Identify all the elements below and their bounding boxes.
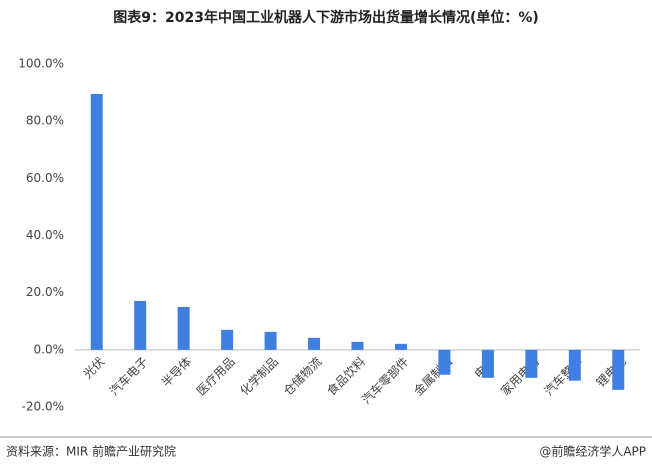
- credit: @前瞻经济学人APP: [539, 444, 646, 459]
- bar: [394, 343, 407, 350]
- x-tick-label: 汽车零部件: [359, 354, 412, 407]
- bar: [221, 329, 234, 350]
- bar: [90, 94, 103, 350]
- x-tick-label: 仓储物流: [280, 354, 325, 399]
- y-tick-label: -20.0%: [22, 400, 64, 414]
- chart-title: 图表9：2023年中国工业机器人下游市场出货量增长情况(单位：%): [113, 9, 539, 26]
- source: 资料来源：MIR 前瞻产业研究院: [6, 444, 176, 459]
- y-tick-label: 20.0%: [26, 285, 64, 299]
- bar: [438, 349, 451, 375]
- y-tick-label: 80.0%: [26, 114, 64, 128]
- y-tick-label: 60.0%: [26, 171, 64, 185]
- x-tick-label: 半导体: [159, 355, 194, 390]
- x-tick-label: 光伏: [80, 355, 107, 382]
- bar: [568, 349, 581, 381]
- bar: [612, 349, 625, 390]
- y-tick-label: 0.0%: [34, 342, 65, 356]
- x-tick-label: 化学制品: [237, 354, 282, 399]
- x-tick-label: 医疗用品: [194, 355, 238, 399]
- x-tick-label: 食品饮料: [324, 354, 369, 399]
- bar: [177, 306, 190, 350]
- bar: [351, 341, 364, 350]
- y-tick-label: 40.0%: [26, 228, 64, 242]
- bar: [481, 349, 494, 378]
- bar: [308, 337, 321, 350]
- bar: [264, 331, 277, 350]
- x-tick-label: 汽车电子: [106, 354, 151, 399]
- y-tick-label: 100.0%: [18, 57, 64, 71]
- bar: [134, 300, 147, 350]
- bar: [525, 349, 538, 378]
